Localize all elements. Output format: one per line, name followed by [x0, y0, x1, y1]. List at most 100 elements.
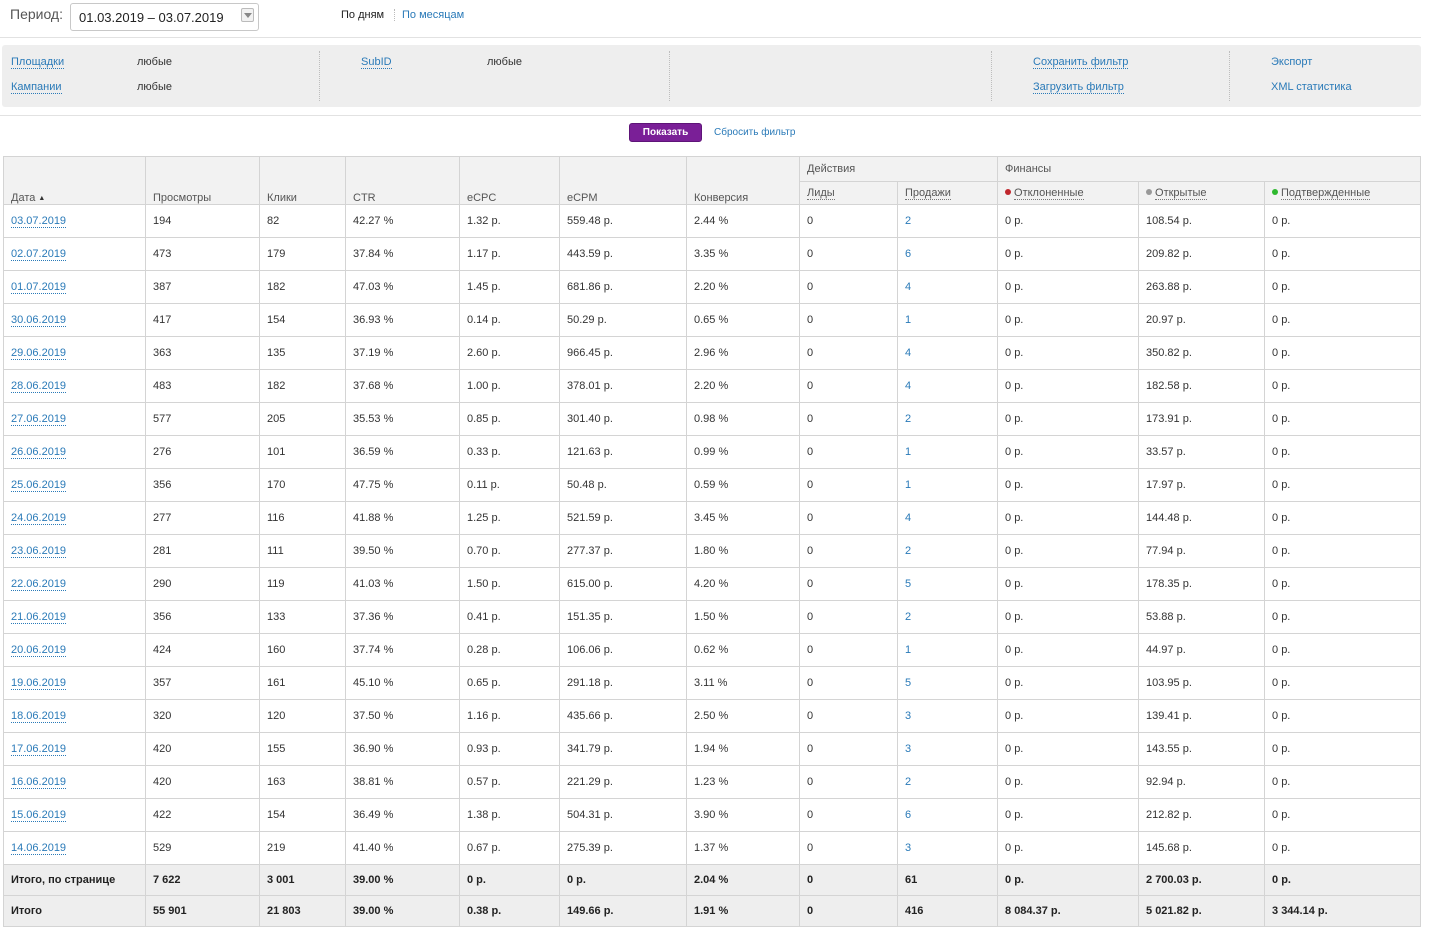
cell-date[interactable]: 03.07.2019	[3, 204, 146, 238]
show-button[interactable]: Показать	[629, 123, 702, 142]
column-header-conversion[interactable]: Конверсия	[686, 156, 800, 205]
cell-date[interactable]: 29.06.2019	[3, 336, 146, 370]
cell-sales[interactable]: 3	[896, 831, 999, 865]
subid-filter-link[interactable]: SubID	[361, 56, 392, 69]
cell-date[interactable]: 30.06.2019	[3, 303, 146, 337]
cell-sales[interactable]: 2	[896, 600, 999, 634]
sales-link[interactable]: 2	[905, 611, 912, 623]
cell-date[interactable]: 01.07.2019	[3, 270, 146, 304]
cell-date[interactable]: 24.06.2019	[3, 501, 146, 535]
sales-link[interactable]: 3	[905, 743, 912, 755]
chevron-down-icon[interactable]	[241, 8, 254, 22]
cell-sales[interactable]: 6	[896, 237, 999, 271]
column-header-rejected[interactable]: Отклоненные	[997, 181, 1140, 205]
cell-sales[interactable]: 3	[896, 732, 999, 766]
sales-link[interactable]: 5	[905, 578, 912, 590]
cell-sales[interactable]: 1	[896, 468, 999, 502]
cell-sales[interactable]: 1	[896, 303, 999, 337]
cell-date[interactable]: 28.06.2019	[3, 369, 146, 403]
column-header-ctr[interactable]: CTR	[345, 156, 460, 205]
cell-date[interactable]: 14.06.2019	[3, 831, 146, 865]
sales-link[interactable]: 2	[905, 776, 912, 788]
mode-by-days[interactable]: По дням	[341, 9, 385, 21]
column-header-date[interactable]: Дата ▲	[3, 156, 146, 205]
cell-sales[interactable]: 1	[896, 435, 999, 469]
cell-date[interactable]: 02.07.2019	[3, 237, 146, 271]
cell-sales[interactable]: 4	[896, 501, 999, 535]
column-header-confirmed[interactable]: Подтвержденные	[1264, 181, 1422, 205]
period-select[interactable]: 01.03.2019 – 03.07.2019	[70, 3, 259, 31]
reset-filter-link[interactable]: Сбросить фильтр	[714, 127, 796, 138]
date-link[interactable]: 27.06.2019	[11, 413, 67, 426]
date-link[interactable]: 29.06.2019	[11, 347, 67, 360]
cell-sales[interactable]: 2	[896, 204, 999, 238]
sales-link[interactable]: 5	[905, 677, 912, 689]
date-link[interactable]: 19.06.2019	[11, 677, 67, 690]
xml-stats-link[interactable]: XML статистика	[1271, 81, 1352, 93]
cell-sales[interactable]: 4	[896, 270, 999, 304]
cell-date[interactable]: 17.06.2019	[3, 732, 146, 766]
sales-link[interactable]: 1	[905, 446, 912, 458]
date-link[interactable]: 26.06.2019	[11, 446, 67, 459]
sales-link[interactable]: 4	[905, 347, 912, 359]
date-link[interactable]: 20.06.2019	[11, 644, 67, 657]
cell-sales[interactable]: 4	[896, 369, 999, 403]
cell-sales[interactable]: 4	[896, 336, 999, 370]
load-filter-link[interactable]: Загрузить фильтр	[1033, 81, 1124, 94]
column-header-ecpc[interactable]: eCPC	[459, 156, 560, 205]
cell-sales[interactable]: 5	[896, 666, 999, 700]
date-link[interactable]: 02.07.2019	[11, 248, 67, 261]
campaigns-filter-link[interactable]: Кампании	[11, 81, 62, 94]
save-filter-link[interactable]: Сохранить фильтр	[1033, 56, 1129, 69]
cell-sales[interactable]: 2	[896, 534, 999, 568]
sites-filter-link[interactable]: Площадки	[11, 56, 65, 69]
cell-sales[interactable]: 2	[896, 765, 999, 799]
cell-sales[interactable]: 1	[896, 633, 999, 667]
cell-date[interactable]: 23.06.2019	[3, 534, 146, 568]
cell-date[interactable]: 15.06.2019	[3, 798, 146, 832]
date-link[interactable]: 17.06.2019	[11, 743, 67, 756]
date-link[interactable]: 30.06.2019	[11, 314, 67, 327]
column-header-clicks[interactable]: Клики	[259, 156, 346, 205]
sales-link[interactable]: 4	[905, 281, 912, 293]
date-link[interactable]: 14.06.2019	[11, 842, 67, 855]
sales-link[interactable]: 3	[905, 842, 912, 854]
sales-link[interactable]: 2	[905, 413, 912, 425]
column-header-open[interactable]: Открытые	[1138, 181, 1266, 205]
date-link[interactable]: 24.06.2019	[11, 512, 67, 525]
cell-date[interactable]: 20.06.2019	[3, 633, 146, 667]
cell-sales[interactable]: 3	[896, 699, 999, 733]
sales-link[interactable]: 4	[905, 512, 912, 524]
cell-date[interactable]: 19.06.2019	[3, 666, 146, 700]
column-header-views[interactable]: Просмотры	[145, 156, 260, 205]
cell-date[interactable]: 25.06.2019	[3, 468, 146, 502]
date-link[interactable]: 23.06.2019	[11, 545, 67, 558]
date-link[interactable]: 15.06.2019	[11, 809, 67, 822]
mode-by-months[interactable]: По месяцам	[402, 9, 465, 21]
cell-date[interactable]: 16.06.2019	[3, 765, 146, 799]
date-link[interactable]: 01.07.2019	[11, 281, 67, 294]
cell-date[interactable]: 22.06.2019	[3, 567, 146, 601]
cell-sales[interactable]: 2	[896, 402, 999, 436]
date-link[interactable]: 18.06.2019	[11, 710, 67, 723]
sales-link[interactable]: 1	[905, 314, 912, 326]
cell-date[interactable]: 27.06.2019	[3, 402, 146, 436]
column-header-ecpm[interactable]: eCPM	[559, 156, 687, 205]
sales-link[interactable]: 6	[905, 248, 912, 260]
date-link[interactable]: 21.06.2019	[11, 611, 67, 624]
sales-link[interactable]: 1	[905, 479, 912, 491]
cell-date[interactable]: 21.06.2019	[3, 600, 146, 634]
sales-link[interactable]: 2	[905, 545, 912, 557]
export-link[interactable]: Экспорт	[1271, 56, 1313, 68]
sales-link[interactable]: 4	[905, 380, 912, 392]
cell-date[interactable]: 18.06.2019	[3, 699, 146, 733]
sales-link[interactable]: 6	[905, 809, 912, 821]
date-link[interactable]: 25.06.2019	[11, 479, 67, 492]
date-link[interactable]: 16.06.2019	[11, 776, 67, 789]
sales-link[interactable]: 3	[905, 710, 912, 722]
sales-link[interactable]: 1	[905, 644, 912, 656]
column-header-leads[interactable]: Лиды	[799, 181, 898, 205]
date-link[interactable]: 28.06.2019	[11, 380, 67, 393]
cell-date[interactable]: 26.06.2019	[3, 435, 146, 469]
sales-link[interactable]: 2	[905, 215, 912, 227]
